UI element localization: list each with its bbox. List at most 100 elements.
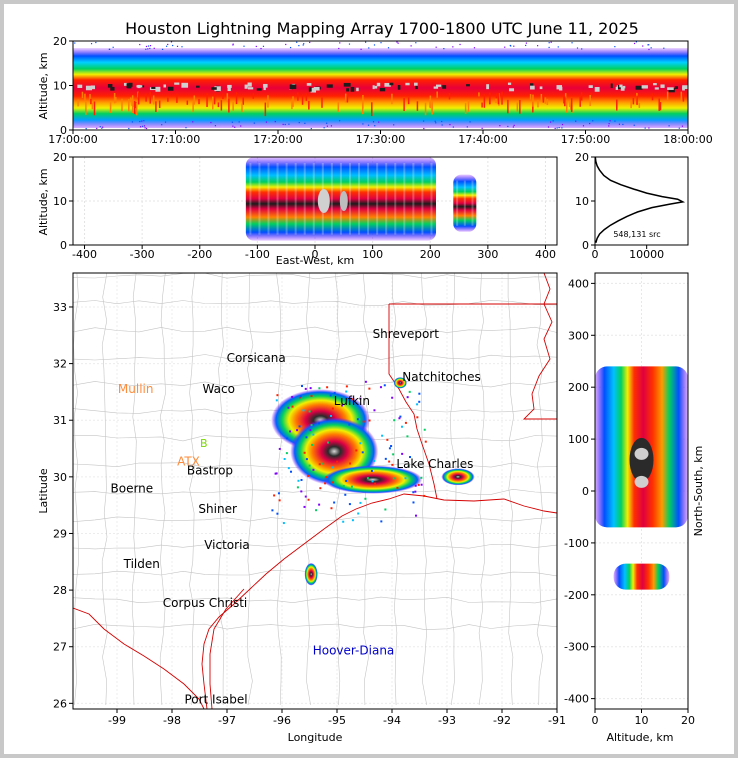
lightning-source — [307, 498, 310, 501]
sparse-source — [368, 47, 370, 49]
time-tick-label: 17:50:00 — [561, 133, 610, 146]
longitude-tick-label: -92 — [493, 714, 511, 727]
sparse-source — [663, 47, 665, 49]
lightning-source — [341, 404, 344, 407]
source-streak — [436, 91, 438, 98]
county-line — [449, 273, 457, 706]
panel-north-south-altitude: 0 10 20 -400 -300 -200 -100 0 100 200 300 400 Altit… — [564, 272, 705, 744]
ew-column-gap — [358, 163, 361, 235]
sparse-source — [668, 125, 670, 127]
dense-source-streak — [107, 84, 113, 88]
ns-altitude-axis-label: Altitude, km — [606, 731, 673, 744]
sparse-source — [310, 127, 312, 130]
source-streak — [131, 99, 134, 113]
sparse-source — [90, 43, 93, 45]
source-streak — [501, 91, 503, 105]
lightning-source — [275, 399, 278, 402]
sparse-source — [422, 120, 425, 122]
dense-source-streak — [127, 84, 132, 89]
lightning-source — [287, 467, 290, 470]
lightning-source — [368, 419, 371, 422]
panel-altitude-histogram: 0 10000 0 10 20 548,131 src — [575, 151, 689, 261]
sparse-source — [550, 41, 552, 43]
sparse-source — [96, 127, 98, 130]
ew-peak-core — [339, 191, 348, 211]
source-streak — [305, 93, 308, 101]
dense-source-streak — [588, 85, 593, 88]
source-streak — [638, 102, 641, 108]
sparse-source — [176, 45, 179, 47]
lma-figure: Houston Lightning Mapping Array 1700-180… — [37, 19, 713, 744]
lightning-source — [399, 415, 402, 418]
lightning-source — [276, 512, 279, 515]
north-south-tick-label: 100 — [568, 433, 589, 446]
sparse-source — [149, 45, 152, 47]
source-streak — [220, 100, 223, 111]
sparse-source — [548, 46, 550, 49]
source-streak — [186, 100, 189, 105]
longitude-tick-label: -99 — [108, 714, 126, 727]
sparse-source — [99, 126, 101, 128]
sparse-source — [326, 125, 328, 127]
sparse-source — [85, 127, 87, 130]
ew-column-gap — [394, 163, 397, 235]
sparse-source — [153, 47, 155, 49]
north-south-axis-label: North-South, km — [692, 446, 705, 537]
hist-altitude-tick-label: 10 — [575, 195, 589, 208]
source-streak — [516, 102, 519, 112]
sparse-source — [323, 127, 325, 129]
north-south-tick-label: -300 — [564, 641, 589, 654]
sparse-source — [378, 121, 380, 123]
lightning-source — [283, 458, 286, 461]
lightning-source — [414, 484, 417, 487]
source-streak — [651, 93, 654, 101]
sparse-source — [330, 125, 333, 127]
sparse-source — [678, 127, 680, 129]
sparse-source — [642, 45, 644, 47]
dense-source-streak — [486, 84, 490, 90]
sparse-source — [556, 127, 558, 129]
longitude-axis-label: Longitude — [288, 731, 343, 744]
sparse-source — [243, 45, 245, 47]
county-borders — [73, 273, 557, 706]
sparse-source — [608, 125, 610, 127]
lightning-source — [357, 512, 360, 515]
lightning-source — [391, 396, 394, 399]
source-streak — [544, 97, 547, 104]
sparse-source — [326, 122, 328, 124]
lightning-source — [400, 425, 403, 428]
lightning-source — [285, 452, 288, 455]
source-streak — [137, 92, 140, 105]
county-line — [507, 273, 514, 706]
lightning-source — [303, 505, 306, 508]
source-streak — [128, 99, 130, 112]
county-line — [131, 273, 137, 706]
ew-column-gap — [456, 180, 459, 226]
source-streak — [666, 91, 669, 100]
sparse-source — [172, 44, 174, 47]
sparse-source — [633, 42, 636, 45]
source-streak — [488, 98, 491, 105]
sparse-source — [554, 127, 556, 130]
sparse-source — [139, 43, 141, 46]
sparse-source — [618, 123, 621, 125]
dense-source-streak — [619, 84, 623, 88]
lightning-source — [305, 458, 308, 461]
sparse-source — [499, 125, 501, 127]
dense-source-streak — [163, 84, 167, 88]
source-streak — [308, 100, 310, 110]
source-streak — [193, 95, 196, 105]
sparse-source — [164, 121, 167, 123]
mexico-border — [73, 607, 205, 709]
sparse-source — [141, 120, 143, 122]
source-streak — [630, 100, 632, 109]
source-streak — [109, 102, 112, 113]
dense-source-streak — [244, 84, 248, 89]
place-label: Lake Charles — [396, 457, 473, 471]
lightning-source — [401, 452, 404, 455]
sparse-source — [238, 121, 240, 123]
county-line — [73, 516, 557, 522]
sparse-source — [232, 43, 234, 45]
source-streak — [431, 101, 433, 115]
sparse-source — [274, 120, 276, 123]
